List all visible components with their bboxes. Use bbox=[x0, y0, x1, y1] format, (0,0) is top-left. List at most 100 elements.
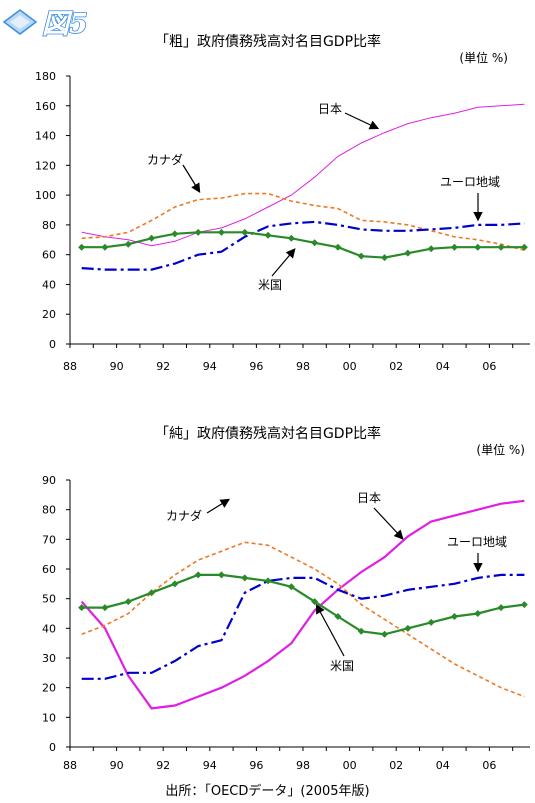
y-tick-label: 140 bbox=[35, 130, 56, 143]
y-tick-label: 40 bbox=[42, 622, 56, 635]
x-tick-label: 02 bbox=[389, 360, 403, 373]
label-japan: 日本 bbox=[357, 491, 381, 505]
data-point bbox=[241, 574, 249, 582]
data-point bbox=[78, 243, 86, 251]
data-point bbox=[101, 604, 109, 612]
x-tick-label: 92 bbox=[156, 360, 170, 373]
data-point bbox=[171, 580, 179, 588]
y-tick-label: 70 bbox=[42, 533, 56, 546]
data-point bbox=[334, 243, 342, 251]
data-point bbox=[264, 231, 272, 239]
chart-title: 「粗」政府債務残高対名目GDP比率 bbox=[155, 33, 381, 50]
data-point bbox=[194, 228, 202, 236]
x-tick-label: 94 bbox=[203, 360, 217, 373]
unit-label: (単位 %) bbox=[459, 50, 508, 65]
data-point bbox=[148, 589, 156, 597]
data-point bbox=[334, 612, 342, 620]
y-tick-label: 80 bbox=[42, 504, 56, 517]
data-point bbox=[124, 598, 132, 606]
y-tick-label: 90 bbox=[42, 474, 56, 487]
net-debt-chart: 「純」政府債務残高対名目GDP比率 (単位 %) 0 10 20 30 40 50 60 70… bbox=[42, 425, 530, 772]
x-tick-label: 98 bbox=[296, 360, 310, 373]
label-japan: 日本 bbox=[318, 102, 342, 116]
data-point bbox=[264, 577, 272, 585]
x-tick-label: 90 bbox=[110, 360, 124, 373]
label-us: 米国 bbox=[330, 659, 354, 673]
x-tick-label: 02 bbox=[389, 759, 403, 772]
data-point bbox=[381, 630, 389, 638]
data-point bbox=[357, 252, 365, 260]
data-point bbox=[450, 243, 458, 251]
y-tick-label: 30 bbox=[42, 652, 56, 665]
unit-label: (単位 %) bbox=[476, 442, 525, 457]
data-point bbox=[287, 234, 295, 242]
data-point bbox=[287, 583, 295, 591]
series-line-3 bbox=[81, 573, 525, 636]
series-line-2 bbox=[81, 573, 525, 680]
data-point bbox=[78, 604, 86, 612]
data-point bbox=[194, 571, 202, 579]
data-point bbox=[241, 228, 249, 236]
x-tick-label: 04 bbox=[436, 360, 450, 373]
data-point bbox=[404, 249, 412, 257]
data-point bbox=[171, 230, 179, 238]
y-tick-label: 40 bbox=[42, 278, 56, 291]
label-us: 米国 bbox=[258, 278, 282, 292]
x-tick-label: 06 bbox=[482, 360, 496, 373]
data-point bbox=[427, 618, 435, 626]
data-point bbox=[357, 627, 365, 635]
y-tick-label: 80 bbox=[42, 219, 56, 232]
x-tick-label: 98 bbox=[296, 759, 310, 772]
data-point bbox=[311, 239, 319, 247]
data-point bbox=[148, 234, 156, 242]
data-point bbox=[497, 243, 505, 251]
data-point bbox=[124, 240, 132, 248]
y-tick-label: 120 bbox=[35, 159, 56, 172]
data-point bbox=[474, 610, 482, 617]
y-tick-label: 20 bbox=[42, 308, 56, 321]
data-point bbox=[520, 601, 528, 609]
y-tick-label: 10 bbox=[42, 711, 56, 724]
y-tick-label: 0 bbox=[49, 741, 56, 754]
gross-debt-chart: 「粗」政府債務残高対名目GDP比率 (単位 %) 020406080100120… bbox=[35, 33, 530, 373]
label-canada: カナダ bbox=[147, 152, 183, 167]
series-line-2 bbox=[81, 220, 525, 271]
series-line-0 bbox=[80, 499, 525, 710]
data-point bbox=[381, 254, 389, 262]
x-tick-label: 00 bbox=[343, 360, 357, 373]
x-tick-label: 92 bbox=[156, 759, 170, 772]
x-tick-label: 94 bbox=[203, 759, 217, 772]
figure-badge: 図5 bbox=[2, 2, 102, 42]
series-line-3 bbox=[81, 231, 525, 259]
x-tick-label: 88 bbox=[63, 759, 77, 772]
y-tick-label: 0 bbox=[49, 338, 56, 351]
data-point bbox=[101, 243, 109, 251]
data-point bbox=[404, 624, 412, 632]
y-tick-label: 60 bbox=[42, 249, 56, 262]
x-tick-label: 96 bbox=[249, 759, 263, 772]
y-tick-label: 50 bbox=[42, 593, 56, 606]
chart-title: 「純」政府債務残高対名目GDP比率 bbox=[155, 425, 381, 442]
figure-label: 図5 bbox=[42, 9, 88, 40]
y-tick-label: 160 bbox=[35, 100, 56, 113]
data-point bbox=[427, 245, 435, 253]
data-point bbox=[217, 228, 225, 236]
data-point bbox=[217, 571, 225, 579]
series-line-1 bbox=[81, 541, 525, 698]
data-point bbox=[497, 604, 505, 612]
data-point bbox=[311, 598, 319, 606]
y-tick-label: 20 bbox=[42, 682, 56, 695]
x-tick-label: 88 bbox=[63, 360, 77, 373]
x-tick-label: 96 bbox=[249, 360, 263, 373]
series-line-0 bbox=[81, 103, 525, 247]
data-point bbox=[474, 243, 482, 251]
x-tick-label: 90 bbox=[110, 759, 124, 772]
y-tick-label: 60 bbox=[42, 563, 56, 576]
y-tick-label: 100 bbox=[35, 189, 56, 202]
y-tick-label: 180 bbox=[35, 70, 56, 83]
label-euro: ユーロ地域 bbox=[447, 535, 507, 549]
data-point bbox=[450, 612, 458, 620]
data-point bbox=[520, 243, 528, 251]
label-canada: カナダ bbox=[166, 508, 202, 523]
series-line-1 bbox=[81, 192, 525, 251]
